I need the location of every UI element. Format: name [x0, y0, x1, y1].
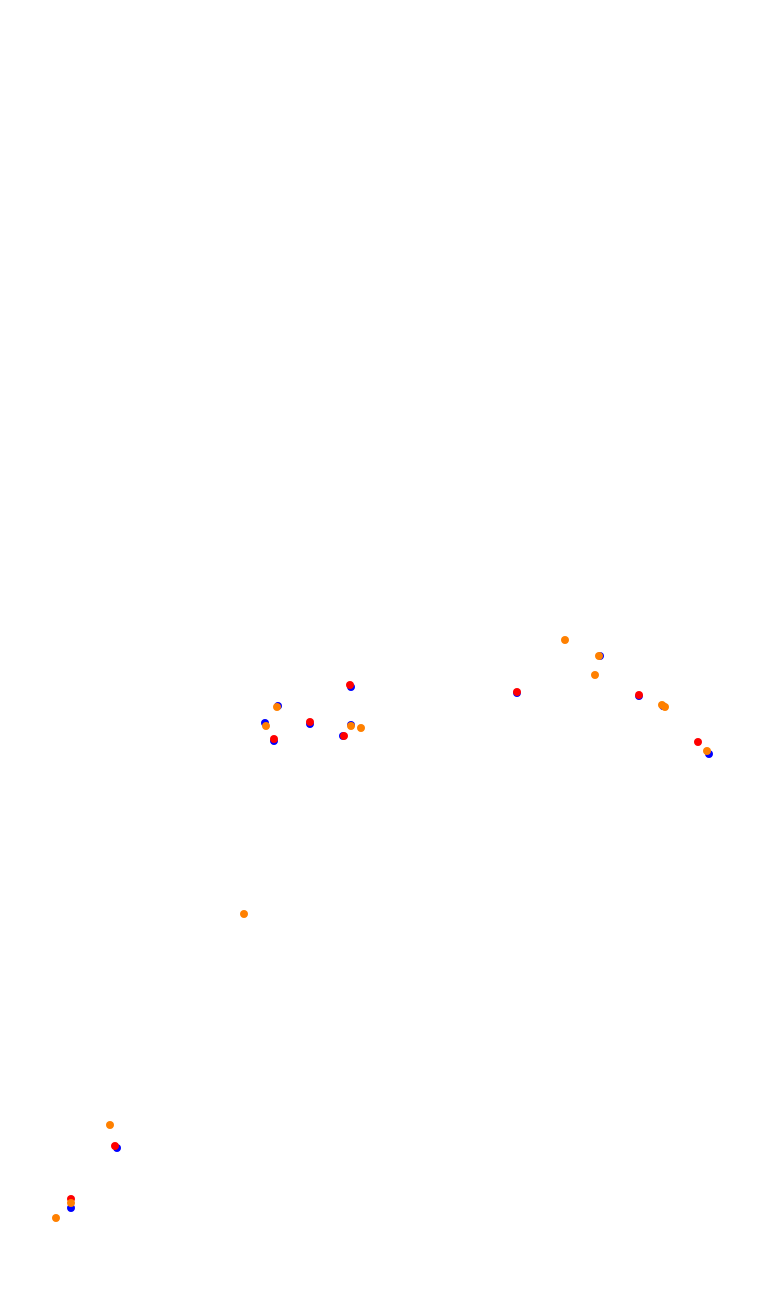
- data-point-s1-2: [270, 735, 278, 743]
- data-point-s1-3: [306, 718, 314, 726]
- data-point-s1-8: [694, 738, 702, 746]
- data-point-s2-5: [273, 703, 281, 711]
- data-point-s1-6: [513, 688, 521, 696]
- data-point-s1-7: [635, 691, 643, 699]
- series-2: [52, 636, 711, 1222]
- data-point-s1-4: [340, 732, 348, 740]
- data-point-s1-5: [346, 681, 354, 689]
- data-point-s2-12: [661, 703, 669, 711]
- data-point-s2-4: [262, 722, 270, 730]
- data-point-s2-10: [595, 652, 603, 660]
- data-point-s2-7: [357, 724, 365, 732]
- data-point-s1-1: [111, 1142, 119, 1150]
- data-point-s2-13: [703, 747, 711, 755]
- data-point-s2-3: [240, 910, 248, 918]
- series-1: [67, 681, 702, 1203]
- series-0: [67, 652, 713, 1212]
- data-point-s2-6: [347, 722, 355, 730]
- data-point-s2-9: [591, 671, 599, 679]
- data-point-s2-8: [561, 636, 569, 644]
- data-point-s2-0: [52, 1214, 60, 1222]
- plot-marks: [52, 636, 713, 1222]
- data-point-s2-2: [106, 1121, 114, 1129]
- data-point-s2-1: [67, 1199, 75, 1207]
